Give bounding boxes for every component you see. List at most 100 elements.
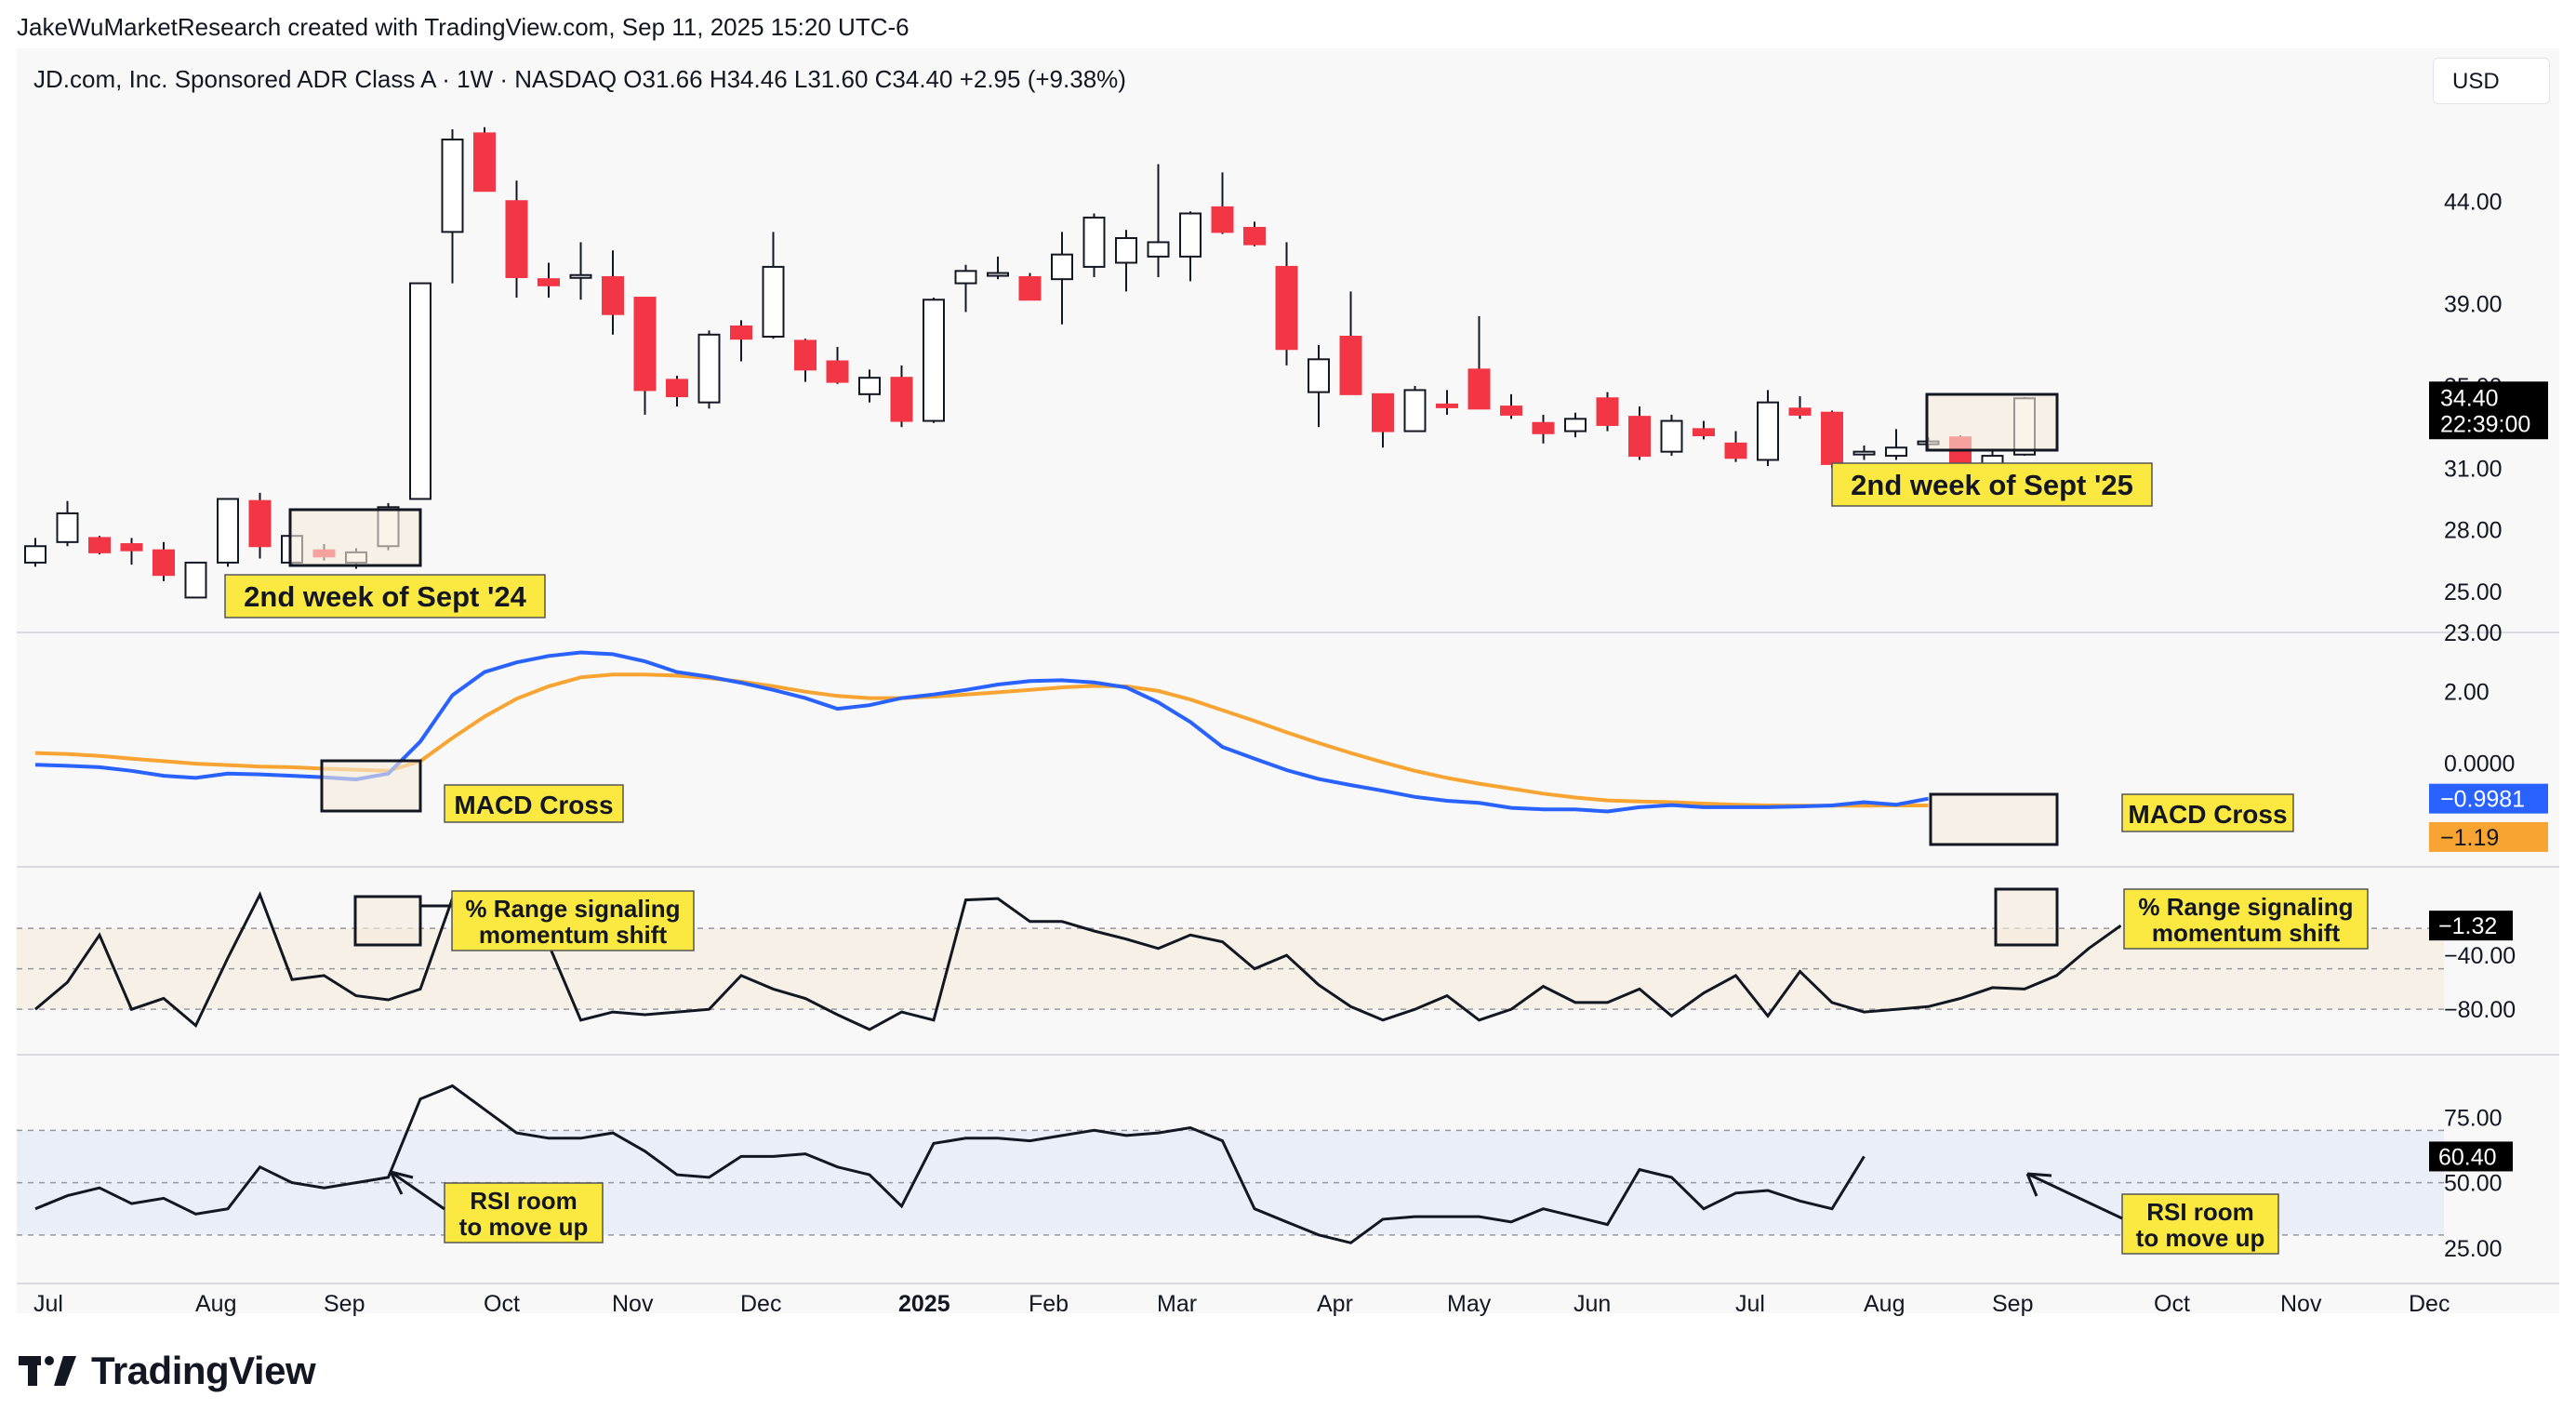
annotations: 2nd week of Sept '24 2nd week of Sept '25… (225, 394, 2368, 1254)
candle (1726, 432, 1746, 462)
candle (1405, 386, 1426, 432)
price-tick-label: 28.00 (2444, 518, 2503, 544)
candle (1308, 345, 1329, 427)
candle-body-up (859, 378, 880, 394)
candle (1822, 411, 1842, 469)
candle (1149, 165, 1169, 277)
candle (1629, 406, 1650, 459)
candle (1341, 291, 1361, 393)
candle-body-up (186, 563, 206, 598)
candle (828, 347, 848, 384)
candle-body-up (1180, 214, 1201, 257)
candle (859, 369, 880, 402)
candle (699, 330, 720, 408)
candle-body-up (443, 140, 463, 232)
macd-cross-annotation-1: MACD Cross (454, 791, 613, 819)
candle (795, 339, 816, 381)
candle-body-down (122, 544, 142, 551)
candle (1565, 413, 1586, 438)
candle-body-down (1373, 394, 1393, 432)
candle (538, 263, 559, 299)
candle (603, 250, 623, 335)
indicator-bands (17, 928, 2444, 1235)
candle (1662, 415, 1682, 456)
candle-body-up (1854, 452, 1875, 455)
time-axis: Jul Aug Sep Oct Nov Dec 2025 Feb Mar Apr May Jun Jul… (33, 1291, 2450, 1317)
candle-body-up (410, 284, 431, 499)
candle-body-down (1277, 267, 1297, 349)
candle-body-up (764, 267, 784, 337)
rsi-band (17, 1130, 2444, 1235)
candle (988, 257, 1008, 279)
candle (1534, 415, 1554, 444)
month-label: 2025 (898, 1291, 950, 1317)
month-label: Sep (1992, 1291, 2033, 1317)
month-label: Aug (195, 1291, 236, 1317)
candle-body-down (1341, 337, 1361, 394)
rsi-tick-label: 25.00 (2444, 1236, 2503, 1262)
candle (1084, 214, 1105, 277)
candle-body-down (731, 326, 751, 339)
candle (635, 298, 656, 415)
range-annotation-2-line: momentum shift (2152, 919, 2341, 947)
candle-body-down (507, 201, 527, 277)
candle-body-down (250, 501, 271, 547)
rsi-annotation-1-line: RSI room (470, 1187, 578, 1215)
macd-tick-label: 0.0000 (2444, 751, 2515, 777)
candle (731, 320, 751, 361)
candle (1437, 390, 1457, 415)
price-tick-label: 39.00 (2444, 292, 2503, 318)
candle-body-down (635, 298, 656, 390)
candle-body-up (956, 271, 976, 283)
range-annotation-1-line: momentum shift (479, 921, 668, 949)
candle (571, 242, 591, 299)
month-label: Dec (2409, 1291, 2450, 1317)
candle-body-up (58, 513, 78, 542)
candle (1790, 396, 1811, 419)
candle-body-up (25, 546, 46, 563)
range-annotation-1-line: % Range signaling (465, 895, 680, 923)
sept25-annotation: 2nd week of Sept '25 (1851, 469, 2133, 501)
candle-body-up (1149, 242, 1169, 256)
candle (1693, 421, 1714, 440)
candle-body-up (1662, 421, 1682, 452)
tradingview-wordmark: TradingView (91, 1349, 315, 1393)
rsi-annotation-2-line: to move up (2136, 1224, 2265, 1252)
candle-body-down (1020, 277, 1041, 299)
range-annotation-2-line: % Range signaling (2138, 893, 2353, 921)
candle (89, 536, 110, 554)
candle-body-up (923, 299, 944, 420)
candle (1373, 394, 1393, 447)
macd-tick-label: 2.00 (2444, 680, 2490, 706)
candle-body-down (892, 378, 912, 420)
month-label: Jul (33, 1291, 63, 1317)
price-tick-label: 25.00 (2444, 579, 2503, 605)
candle (410, 284, 431, 499)
candle (956, 265, 976, 313)
range-highlight-box-2 (1996, 889, 2057, 945)
month-label: Oct (484, 1291, 520, 1317)
candle (923, 298, 944, 423)
rsi-tick-label: 50.00 (2444, 1171, 2503, 1197)
macd-cross-annotation-2: MACD Cross (2128, 800, 2287, 829)
candle (764, 232, 784, 339)
candle-body-up (1405, 390, 1426, 431)
candle-body-down (1629, 417, 1650, 456)
candle (1469, 316, 1490, 408)
tradingview-brand[interactable]: 17 TradingView (19, 1345, 315, 1397)
candle-body-down (538, 279, 559, 286)
candle-body-up (1886, 447, 1906, 456)
price-axis: 44.0039.0035.0031.0028.0025.0023.0034.40… (2429, 189, 2548, 646)
candle-body-down (1437, 405, 1457, 407)
candle (25, 538, 46, 566)
tradingview-logo-text: 17 (19, 1387, 21, 1389)
rsi-annotation-2-line: RSI room (2146, 1198, 2254, 1226)
candle-body-down (603, 277, 623, 314)
chart-canvas[interactable]: 2.000.0000−0.9981−1.19 −40.00−80.00−1.32… (0, 0, 2576, 1423)
candle-body-up (1116, 238, 1136, 263)
candle-body-down (1501, 406, 1521, 415)
candle-body-up (699, 335, 720, 403)
williams-r-tick-label: −40.00 (2444, 943, 2516, 969)
candle (1886, 429, 1906, 459)
tradingview-logo-icon: 17 (19, 1352, 78, 1390)
